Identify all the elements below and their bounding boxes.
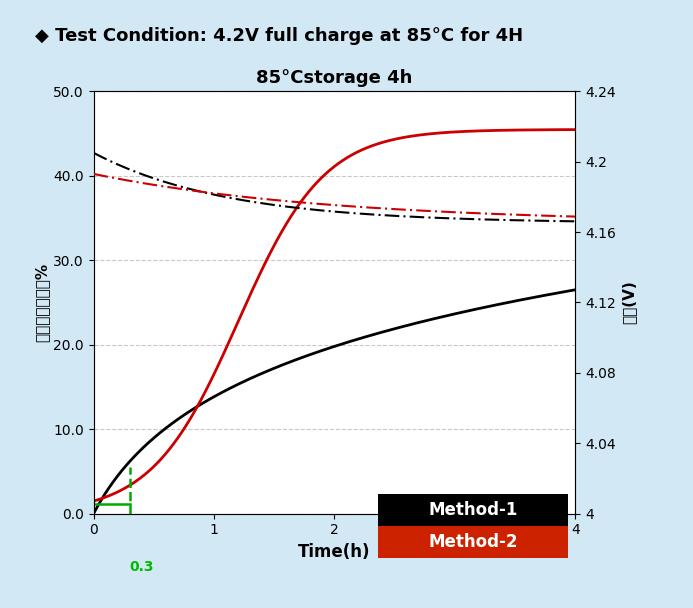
X-axis label: Time(h): Time(h) (298, 543, 371, 561)
Y-axis label: 电压(V): 电压(V) (622, 281, 636, 324)
Text: Method-2: Method-2 (428, 533, 518, 551)
Text: 0.3: 0.3 (130, 560, 154, 574)
Text: Method-1: Method-1 (428, 501, 518, 519)
Title: 85°Cstorage 4h: 85°Cstorage 4h (256, 69, 412, 87)
Text: ◆ Test Condition: 4.2V full charge at 85°C for 4H: ◆ Test Condition: 4.2V full charge at 85… (35, 27, 523, 46)
Y-axis label: 体积变化百分比%: 体积变化百分比% (34, 263, 49, 342)
